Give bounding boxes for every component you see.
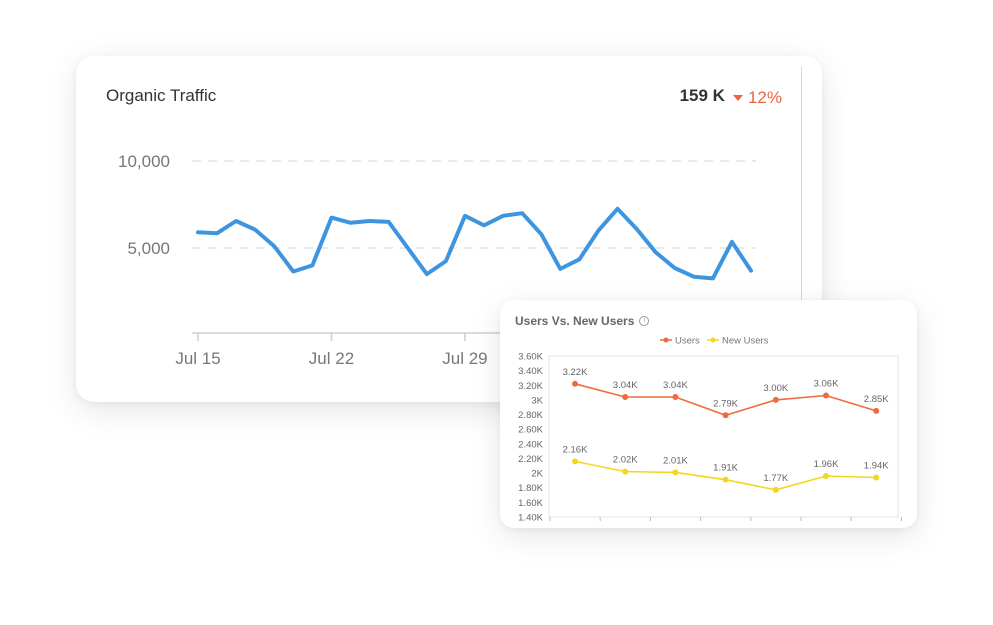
data-label: 1.94K — [864, 460, 889, 471]
legend-label: New Users — [722, 336, 769, 347]
data-point — [823, 473, 829, 480]
data-label: 3.06K — [814, 379, 839, 390]
data-point — [722, 412, 729, 419]
data-point — [622, 393, 629, 400]
y-tick-label: 5,000 — [127, 239, 170, 258]
y-tick-label: 10,000 — [118, 152, 170, 171]
data-label: 3.04K — [613, 380, 638, 391]
y-tick-label: 3K — [531, 395, 543, 406]
users-title: Users Vs. New Users i — [515, 314, 650, 328]
kpi-delta: 12% — [732, 88, 782, 108]
data-point — [622, 468, 629, 475]
data-point — [572, 380, 578, 387]
data-label: 2.01K — [663, 455, 688, 466]
data-point — [672, 393, 679, 400]
kpi-delta-value: 12% — [747, 88, 782, 107]
data-point — [823, 392, 829, 399]
data-point — [873, 474, 880, 481]
legend-swatch-dot — [663, 337, 669, 343]
data-point — [672, 469, 679, 476]
data-label: 1.91K — [713, 463, 738, 474]
plot-frame — [548, 355, 899, 518]
data-point — [572, 458, 578, 465]
x-tick-label: Jul 15 — [175, 349, 220, 368]
data-point — [772, 396, 779, 403]
y-tick-label: 3.40K — [518, 366, 543, 377]
traffic-kpi: 159 K 12% — [680, 86, 782, 108]
users-title-text: Users Vs. New Users — [515, 314, 635, 328]
organic-traffic-card: Organic Traffic 159 K 12% 10,000 5,000 Jul… — [76, 56, 822, 402]
y-tick-label: 2.40K — [518, 439, 543, 450]
data-label: 3.04K — [663, 380, 688, 391]
data-label: 3.22K — [563, 367, 588, 378]
x-tick-label: Jul 22 — [309, 349, 354, 368]
kpi-value: 159 K — [679, 86, 725, 105]
trend-down-icon — [732, 95, 743, 101]
legend-label: Users — [675, 336, 700, 347]
info-icon[interactable]: i — [639, 316, 650, 326]
data-label: 2.79K — [713, 398, 738, 409]
traffic-title: Organic Traffic — [106, 86, 217, 105]
data-label: 1.96K — [814, 459, 839, 470]
divider — [801, 66, 802, 402]
x-tick-label: Jul 29 — [442, 349, 487, 368]
data-label: 2.02K — [613, 455, 638, 466]
users-chart: 3.60K 3.40K 3.20K 3K 2.80K 2.60K 2.40K 2.20K 2K 1… — [518, 336, 902, 524]
y-tick-label: 3.60K — [518, 352, 543, 363]
legend-swatch-dot — [710, 337, 716, 343]
y-tick-label: 1.40K — [518, 513, 543, 524]
y-tick-label: 1.80K — [518, 483, 543, 494]
y-tick-label: 2.20K — [518, 454, 543, 465]
data-point — [722, 476, 729, 483]
y-tick-label: 2.60K — [518, 425, 543, 436]
y-tick-label: 2.80K — [518, 410, 543, 421]
traffic-series-line — [196, 206, 753, 281]
data-label: 1.77K — [763, 473, 788, 484]
data-label: 2.16K — [563, 444, 588, 455]
data-point — [873, 407, 880, 414]
y-tick-label: 1.60K — [518, 498, 543, 509]
y-tick-label: 3.20K — [518, 381, 543, 392]
data-label: 2.85K — [864, 394, 889, 405]
data-label: 3.00K — [763, 383, 788, 394]
y-tick-label: 2K — [531, 469, 543, 480]
users-card: Users Vs. New Users i 3.60K 3.40K 3.20K 3K 2… — [500, 300, 917, 528]
data-point — [772, 486, 779, 493]
